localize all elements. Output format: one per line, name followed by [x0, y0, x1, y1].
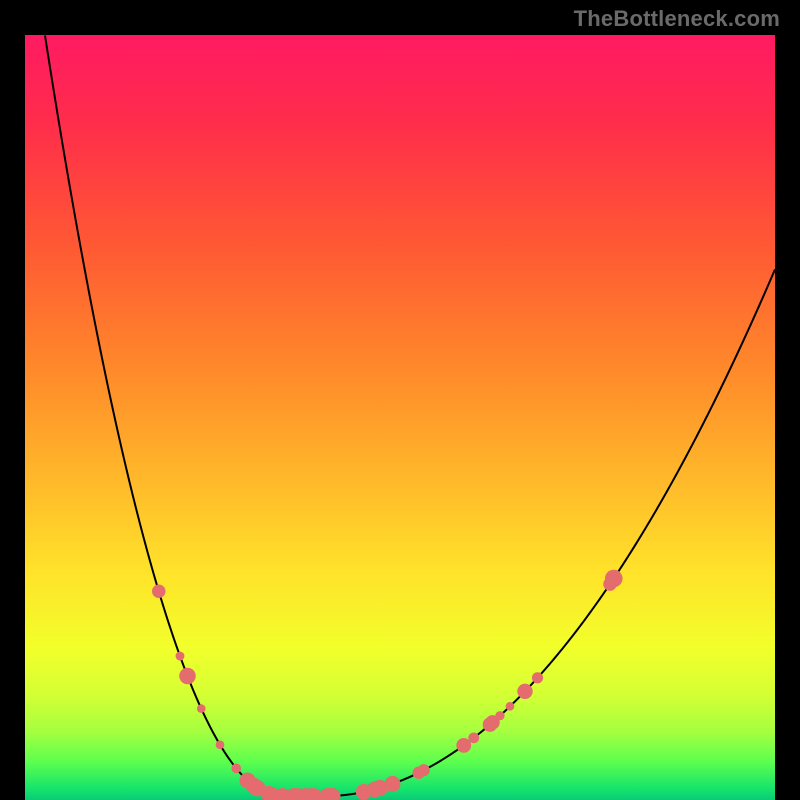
curve-marker	[231, 764, 241, 774]
curve-marker	[240, 772, 256, 788]
gradient-background	[25, 35, 775, 800]
curve-marker	[367, 781, 383, 797]
bottleneck-chart	[25, 35, 775, 800]
curve-marker	[495, 711, 504, 720]
curve-marker	[176, 652, 185, 661]
curve-marker	[216, 740, 225, 749]
curve-marker	[418, 764, 430, 776]
curve-marker	[197, 704, 206, 713]
curve-marker	[385, 776, 401, 792]
curve-marker	[517, 684, 532, 699]
watermark-text: TheBottleneck.com	[574, 6, 780, 32]
curve-marker	[152, 585, 166, 599]
curve-marker	[468, 732, 479, 743]
curve-marker	[506, 702, 515, 711]
curve-marker	[483, 717, 498, 732]
chart-frame: TheBottleneck.com	[0, 0, 800, 800]
curve-marker	[179, 668, 195, 684]
curve-marker	[532, 672, 543, 683]
curve-marker	[603, 577, 616, 590]
